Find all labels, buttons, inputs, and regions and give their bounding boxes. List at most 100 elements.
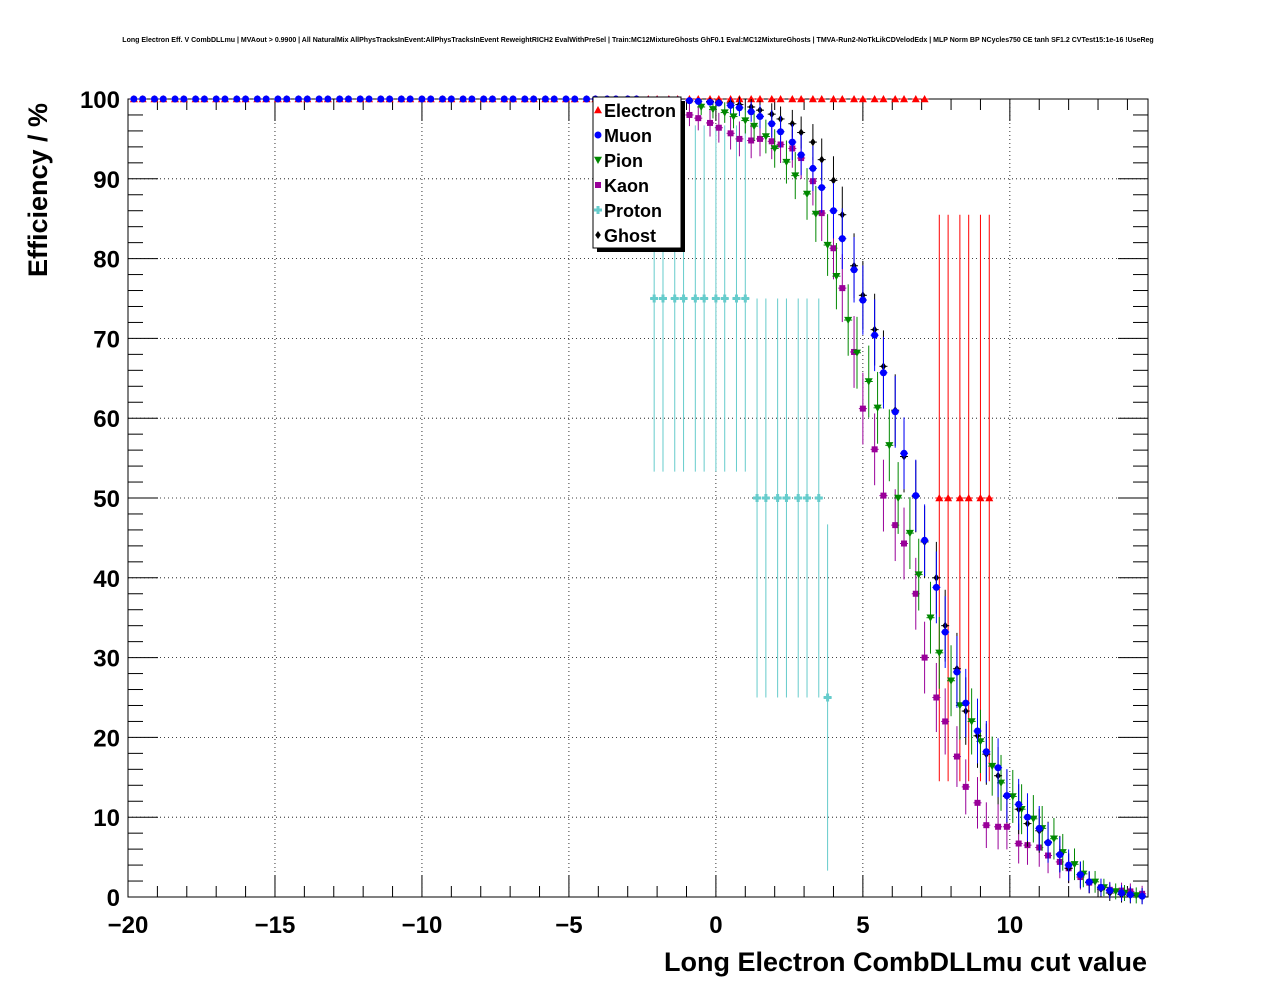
muon-point (1044, 839, 1052, 847)
proton-point (782, 494, 791, 502)
muon-point (974, 727, 982, 735)
plus-marker-v (805, 494, 809, 502)
x-tick-label: −10 (402, 912, 443, 939)
muon-point (242, 95, 250, 103)
kaon-point (768, 138, 775, 145)
muon-point (377, 95, 385, 103)
muon-point (274, 95, 282, 103)
pion-point (1058, 849, 1067, 857)
proton-point (741, 294, 750, 303)
electron-point (911, 95, 920, 103)
kaon-point (818, 210, 825, 217)
muon-point (500, 95, 508, 103)
proton-point (670, 294, 679, 303)
pion-point (1008, 793, 1017, 801)
y-tick-label: 90 (93, 167, 120, 194)
pion-point (782, 158, 791, 167)
muon-point (418, 95, 426, 103)
pion-point (988, 762, 997, 771)
muon-point (715, 99, 723, 107)
plus-marker-v (702, 294, 706, 303)
muon-point (859, 296, 867, 304)
legend-entry-kaon: Kaon (595, 176, 649, 196)
muon-point (1138, 892, 1146, 900)
pion-point (697, 103, 706, 111)
muon-point (303, 95, 311, 103)
legend-label-muon: Muon (604, 126, 652, 146)
muon-point (809, 164, 817, 172)
legend-entry-pion: Pion (594, 151, 643, 171)
muon-point (1106, 887, 1114, 895)
kaon-point (880, 492, 887, 499)
electron-point (747, 95, 756, 103)
muon-point (253, 95, 261, 103)
muon-point (583, 95, 591, 103)
muon-point (262, 95, 270, 103)
legend-box (592, 96, 682, 249)
electron-point (935, 494, 944, 502)
pion-point (1049, 835, 1058, 843)
legend-marker-proton (594, 206, 602, 214)
muon-point (571, 95, 579, 103)
pion-point (741, 117, 750, 125)
kaon-point (695, 115, 702, 122)
electron-point (755, 95, 764, 103)
muon-point (447, 95, 455, 103)
muon-point (735, 104, 743, 112)
proton-point (761, 494, 770, 502)
pion-point (914, 571, 923, 579)
proton-point (823, 693, 832, 702)
y-tick-label: 100 (80, 87, 120, 114)
muon-point (550, 95, 558, 103)
plus-marker-v (734, 294, 738, 303)
kaon-point (859, 405, 866, 412)
muon-point (521, 95, 529, 103)
pion-point (770, 145, 779, 153)
pion-point (997, 779, 1006, 787)
pion-point (976, 738, 985, 746)
muon-point (1097, 883, 1105, 891)
electron-point (900, 95, 909, 103)
plus-marker-v (673, 294, 677, 303)
muon-point (365, 95, 373, 103)
plus-marker-v (682, 294, 686, 303)
muon-point (932, 583, 940, 591)
proton-point (773, 494, 782, 502)
pion-point (935, 649, 944, 657)
kaon-point (871, 446, 878, 453)
electron-point (955, 494, 964, 502)
kaon-point (1003, 823, 1010, 830)
muon-point (850, 266, 858, 274)
x-axis-title: Long Electron CombDLLmu cut value (664, 947, 1147, 977)
proton-point (720, 294, 729, 303)
kaon-point (912, 590, 919, 597)
legend-label-kaon: Kaon (604, 176, 649, 196)
y-tick-label: 20 (93, 725, 120, 752)
pion-point (955, 702, 964, 710)
y-tick-label: 50 (93, 486, 120, 513)
electron-point (797, 95, 806, 103)
pion-point (729, 113, 738, 121)
y-axis-title: Efficiency / % (23, 103, 53, 277)
proton-point (814, 494, 823, 502)
muon-point (1035, 824, 1043, 832)
electron-point (920, 95, 929, 103)
muon-point (562, 95, 570, 103)
electron-point (850, 95, 859, 103)
muon-point (871, 331, 879, 339)
x-tick-label: −5 (555, 912, 582, 939)
muon-point (685, 97, 693, 105)
pion-point (967, 718, 976, 726)
electron-point (891, 95, 900, 103)
muon-point (1023, 813, 1031, 821)
legend-marker-pion (594, 156, 602, 164)
ghost-point (810, 138, 816, 147)
ghost-point (818, 155, 825, 164)
muon-point (912, 492, 920, 500)
plus-marker-v (723, 294, 727, 303)
muon-point (982, 748, 990, 756)
kaon-point (851, 348, 858, 355)
muon-point (777, 128, 785, 136)
muon-point (139, 95, 147, 103)
kaon-point (707, 119, 714, 126)
